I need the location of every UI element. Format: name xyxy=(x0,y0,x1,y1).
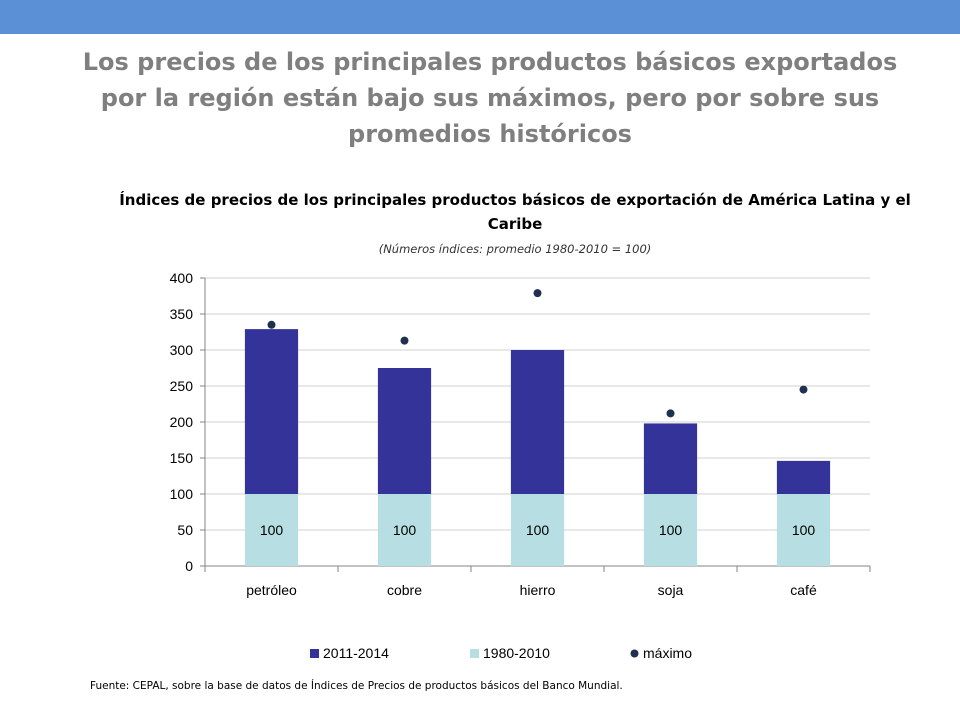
marker-máximo xyxy=(666,409,675,418)
x-tick-label: soja xyxy=(658,582,684,598)
y-tick-label: 50 xyxy=(177,522,193,538)
chart-subtitle: (Números índices: promedio 1980-2010 = 1… xyxy=(378,242,652,256)
y-tick-label: 100 xyxy=(170,486,194,502)
bar-1980-2010 xyxy=(377,494,432,566)
bar-1980-2010 xyxy=(244,494,299,566)
bar-1980-2010 xyxy=(510,494,565,566)
legend-label: 1980-2010 xyxy=(483,645,550,661)
y-tick-label: 200 xyxy=(170,414,194,430)
legend-swatch xyxy=(310,649,319,658)
marker-máximo xyxy=(400,336,409,345)
y-tick-label: 250 xyxy=(170,378,194,394)
legend-label: 2011-2014 xyxy=(323,645,389,661)
bar-1980-2010 xyxy=(643,494,698,566)
bar-1980-2010 xyxy=(776,494,831,566)
x-tick-label: cobre xyxy=(387,582,422,598)
marker-máximo xyxy=(799,385,808,394)
x-tick-label: café xyxy=(790,582,817,598)
data-label: 100 xyxy=(260,522,284,538)
y-tick-label: 150 xyxy=(170,450,194,466)
data-label: 100 xyxy=(393,522,417,538)
x-tick-label: hierro xyxy=(520,582,556,598)
data-label: 100 xyxy=(526,522,550,538)
bar-2011-2014 xyxy=(510,350,565,494)
y-tick-label: 400 xyxy=(170,270,194,286)
slide-title: Los precios de los principales productos… xyxy=(82,48,898,148)
legend-swatch xyxy=(630,649,639,658)
y-tick-label: 350 xyxy=(170,306,194,322)
marker-máximo xyxy=(533,289,542,298)
bar-2011-2014 xyxy=(377,368,432,494)
header-bar xyxy=(0,0,960,34)
data-label: 100 xyxy=(792,522,816,538)
data-label: 100 xyxy=(659,522,683,538)
y-tick-label: 300 xyxy=(170,342,194,358)
y-tick-label: 0 xyxy=(185,558,193,574)
chart-title: Índices de precios de los principales pr… xyxy=(119,191,911,233)
source-note: Fuente: CEPAL, sobre la base de datos de… xyxy=(90,680,623,692)
bar-2011-2014 xyxy=(643,423,698,494)
legend-swatch xyxy=(470,649,479,658)
x-tick-label: petróleo xyxy=(246,582,297,598)
bar-2011-2014 xyxy=(244,329,299,494)
bar-2011-2014 xyxy=(776,460,831,494)
marker-máximo xyxy=(267,320,276,329)
legend-label: máximo xyxy=(643,645,692,661)
